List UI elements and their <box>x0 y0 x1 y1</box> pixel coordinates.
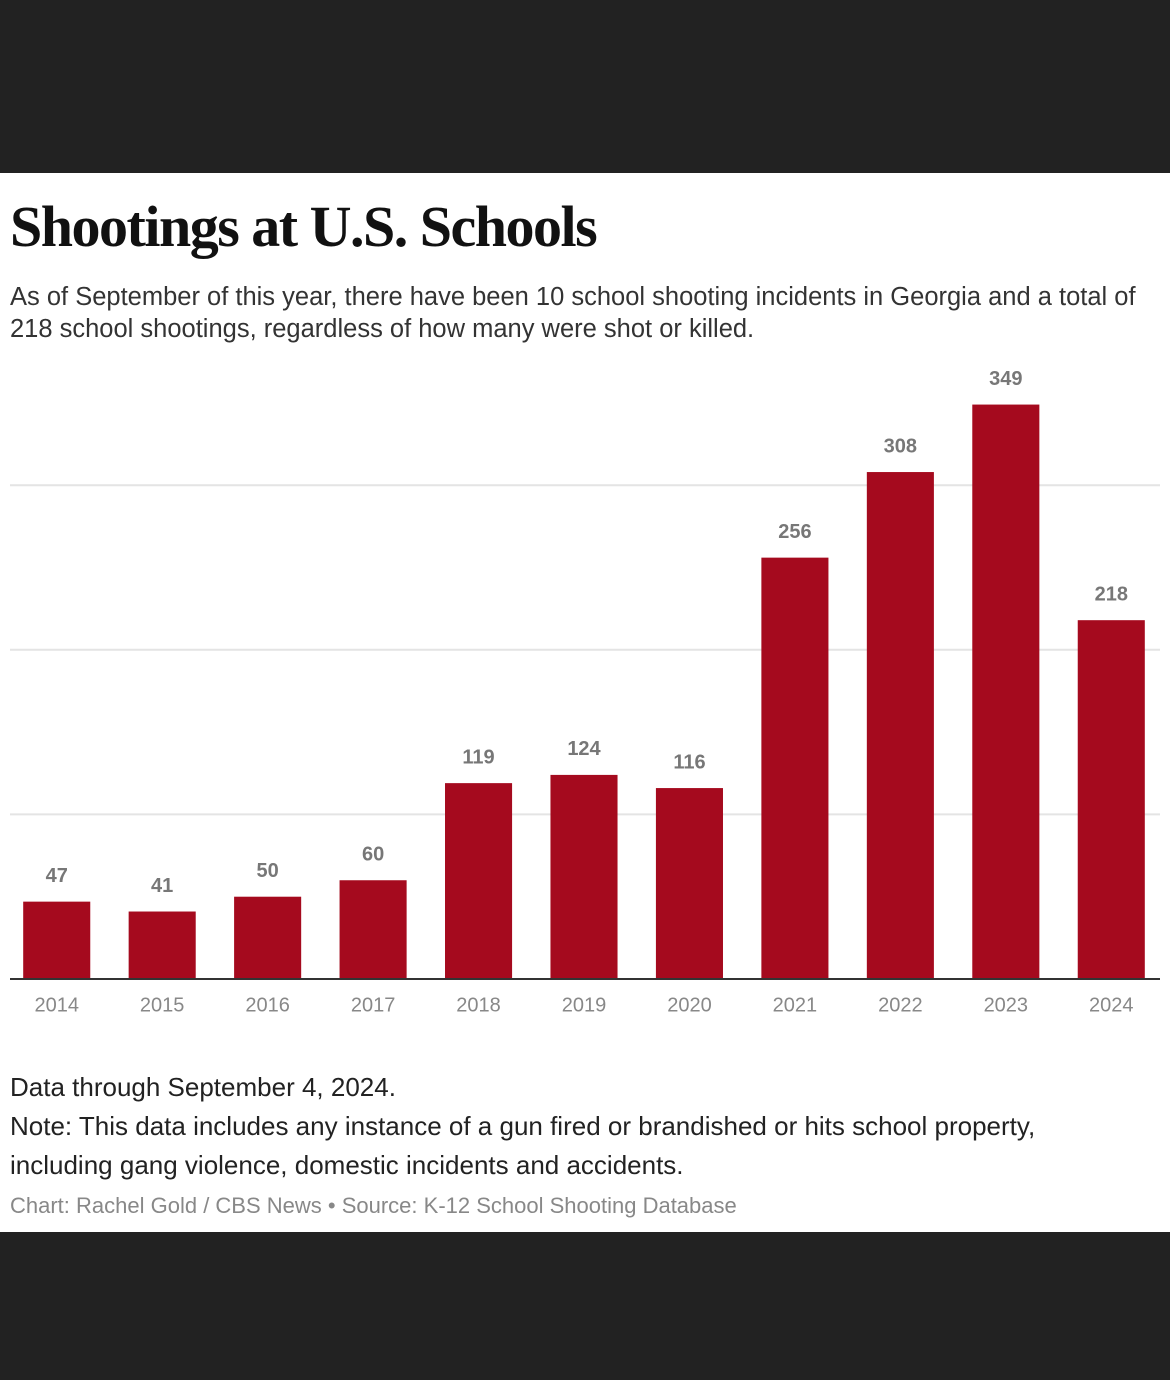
x-tick-label: 2021 <box>773 994 818 1016</box>
data-label: 124 <box>567 738 601 760</box>
chart-title: Shootings at U.S. Schools <box>10 194 598 259</box>
x-tick-label: 2020 <box>667 994 712 1016</box>
data-label: 256 <box>778 521 811 543</box>
bar <box>550 774 618 979</box>
bar <box>866 472 934 979</box>
note: Note: This data includes any instance of… <box>10 1111 1036 1180</box>
x-tick-label: 2015 <box>140 994 185 1016</box>
data-label: 41 <box>151 875 173 897</box>
x-tick-label: 2016 <box>245 994 290 1016</box>
data-label: 60 <box>362 844 384 866</box>
data-label: 119 <box>462 746 494 768</box>
data-label: 308 <box>884 435 917 457</box>
data-label: 116 <box>673 751 705 773</box>
x-tick-label: 2018 <box>456 994 501 1016</box>
bar <box>655 788 723 979</box>
data-label: 50 <box>257 860 279 882</box>
data-label: 47 <box>46 865 68 887</box>
x-tick-label: 2019 <box>562 994 607 1016</box>
bar <box>234 896 302 979</box>
source: Chart: Rachel Gold / CBS News • Source: … <box>10 1193 737 1218</box>
note: Data through September 4, 2024. <box>10 1072 396 1102</box>
x-tick-label: 2023 <box>984 994 1029 1016</box>
bar <box>339 880 407 979</box>
bar <box>128 911 196 979</box>
data-label: 349 <box>989 368 1022 390</box>
x-tick-label: 2017 <box>351 994 396 1016</box>
x-tick-label: 2024 <box>1089 994 1134 1016</box>
chart-subtitle: As of September of this year, there have… <box>10 283 1136 343</box>
bar <box>761 557 829 979</box>
bar <box>1077 620 1145 979</box>
bar <box>445 783 513 979</box>
bar <box>972 404 1040 980</box>
x-tick-label: 2014 <box>34 994 79 1016</box>
x-tick-label: 2022 <box>878 994 923 1016</box>
bar <box>23 901 91 979</box>
data-label: 218 <box>1095 583 1128 605</box>
